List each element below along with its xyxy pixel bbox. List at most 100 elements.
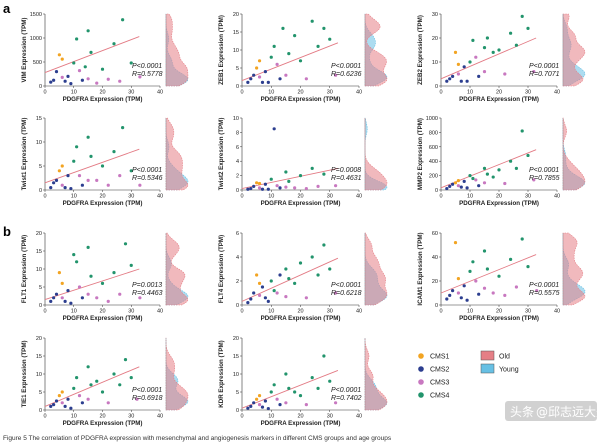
data-point-cms4 xyxy=(269,177,273,181)
data-point-cms3 xyxy=(532,178,536,182)
data-point-cms4 xyxy=(322,354,326,358)
legend-marker-cms3 xyxy=(418,379,424,385)
x-tick-label: 20 xyxy=(99,90,105,96)
y-tick-label: 5 xyxy=(39,164,42,170)
data-point-cms2 xyxy=(52,181,56,185)
data-point-cms4 xyxy=(520,129,524,133)
regression-line xyxy=(44,268,140,301)
data-point-cms3 xyxy=(95,81,99,85)
x-tick-label: 20 xyxy=(99,414,105,420)
x-tick-label: 20 xyxy=(297,309,303,315)
y-tick-label: 500 xyxy=(33,60,42,66)
regression-line xyxy=(440,37,537,80)
data-point-cms4 xyxy=(86,245,90,249)
y-tick-label: 2 xyxy=(236,279,239,285)
data-point-cms2 xyxy=(462,65,466,69)
data-point-cms2 xyxy=(49,186,53,190)
stat-p-value: P<0.0001 xyxy=(132,167,162,174)
x-axis-label: PDGFRA Expression (TPM) xyxy=(261,315,341,322)
x-tick-label: 0 xyxy=(439,90,442,96)
data-point-cms3 xyxy=(77,174,82,178)
data-point-cms4 xyxy=(482,249,487,253)
y-axis-label: ICAM1 Expression (TPM) xyxy=(417,232,424,305)
y-tick-label: 8 xyxy=(236,130,239,136)
y-tick-label: 0 xyxy=(39,408,42,414)
density-old xyxy=(364,337,388,411)
y-tick-label: 0 xyxy=(236,408,239,414)
data-point-cms4 xyxy=(471,260,475,264)
data-point-cms2 xyxy=(263,182,267,186)
data-point-cms4 xyxy=(100,390,105,394)
data-point-cms2 xyxy=(266,406,270,411)
y-tick-label: 6 xyxy=(236,231,239,237)
data-point-cms3 xyxy=(275,291,279,295)
x-tick-label: 20 xyxy=(99,194,105,200)
regression-line xyxy=(44,36,140,73)
data-point-cms4 xyxy=(86,135,90,139)
y-tick-label: 10 xyxy=(233,48,239,54)
y-tick-label: 1000 xyxy=(30,36,42,42)
stat-p-value: P=0.0013 xyxy=(132,282,162,289)
data-point-cms2 xyxy=(54,178,59,182)
legend-marker-cms2 xyxy=(418,366,424,372)
figure-caption: Figure 5 The correlation of PDGFRA expre… xyxy=(3,435,392,442)
x-tick-label: 40 xyxy=(356,309,362,315)
data-point-cms4 xyxy=(269,279,273,283)
data-point-cms3 xyxy=(60,75,64,79)
y-tick-label: 0 xyxy=(39,84,42,90)
data-point-cms2 xyxy=(54,70,59,74)
x-tick-label: 30 xyxy=(327,309,333,315)
data-point-cms4 xyxy=(526,153,530,158)
data-point-cms4 xyxy=(298,261,303,265)
legend-label-cms1: CMS1 xyxy=(430,354,450,361)
data-point-cms3 xyxy=(474,55,478,59)
data-point-cms4 xyxy=(298,59,303,63)
data-point-cms3 xyxy=(304,77,308,81)
data-point-cms2 xyxy=(49,299,53,303)
data-point-cms3 xyxy=(284,401,288,405)
data-point-cms4 xyxy=(75,260,79,264)
data-point-cms4 xyxy=(72,386,76,390)
stat-p-value: P<0.0001 xyxy=(331,63,361,70)
data-point-cms3 xyxy=(503,72,507,76)
data-point-cms2 xyxy=(266,80,270,84)
data-point-cms2 xyxy=(252,184,256,188)
data-point-cms4 xyxy=(72,61,76,65)
x-tick-label: 10 xyxy=(268,414,274,420)
stat-p-value: P<0.0001 xyxy=(529,282,559,289)
stat-r-value: R=0.7855 xyxy=(529,175,560,182)
y-tick-label: 0 xyxy=(435,84,438,90)
data-point-cms3 xyxy=(456,72,460,76)
x-tick-label: 30 xyxy=(327,414,333,420)
data-point-cms1 xyxy=(453,181,458,185)
data-point-cms3 xyxy=(138,75,142,79)
data-point-cms3 xyxy=(257,403,262,407)
legend-marker-cms4 xyxy=(418,392,424,398)
data-point-cms3 xyxy=(482,181,487,185)
data-point-cms3 xyxy=(118,174,122,178)
x-axis-label: PDGFRA Expression (TPM) xyxy=(261,96,341,103)
x-axis-label: PDGFRA Expression (TPM) xyxy=(63,420,143,427)
data-point-cms2 xyxy=(278,77,282,81)
data-point-cms2 xyxy=(52,78,56,82)
scatter-panel-8: 0 10 20 30 40 0 2 4 6 PDGFRA Expression (TPM) FLT4… xyxy=(218,231,388,322)
data-point-cms4 xyxy=(272,44,276,49)
data-point-cms2 xyxy=(462,179,466,183)
y-tick-label: 5 xyxy=(236,66,239,72)
data-point-cms4 xyxy=(89,274,93,278)
data-point-cms4 xyxy=(482,166,487,170)
y-tick-label: 10 xyxy=(36,267,42,273)
data-point-cms4 xyxy=(316,273,320,277)
y-tick-label: 40 xyxy=(432,255,438,261)
data-point-cms4 xyxy=(129,169,133,173)
data-point-cms1 xyxy=(60,390,64,394)
data-point-cms4 xyxy=(509,257,513,261)
data-point-cms2 xyxy=(66,289,70,293)
data-point-cms2 xyxy=(246,406,250,410)
data-point-cms2 xyxy=(66,397,70,401)
x-tick-label: 10 xyxy=(268,90,274,96)
data-point-cms4 xyxy=(287,179,291,183)
data-point-cms4 xyxy=(485,36,489,40)
